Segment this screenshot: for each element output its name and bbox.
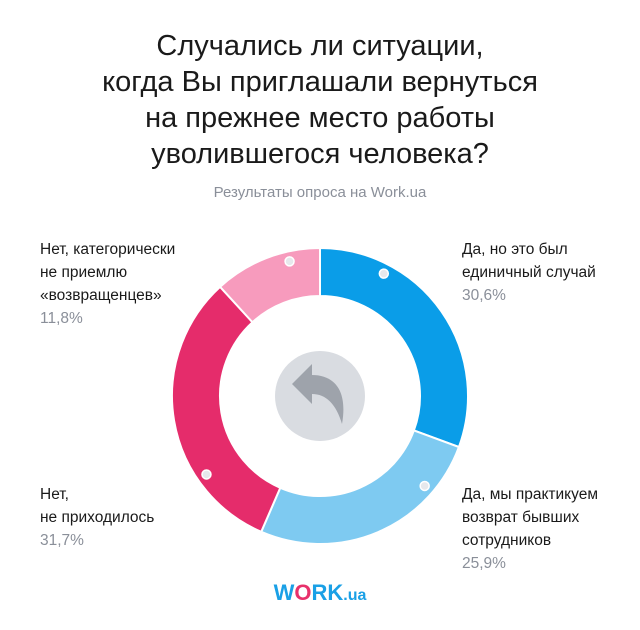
label-slice-3: Нет, категорически не приемлю «возвращен…	[40, 238, 175, 330]
title-line: на прежнее место работы	[145, 102, 495, 134]
percent-label: 30,6%	[462, 287, 506, 304]
title-line: когда Вы приглашали вернуться	[102, 66, 538, 98]
label-line: «возвращенцев»	[40, 287, 162, 304]
slice-marker-dot	[419, 480, 430, 492]
undo-arrow-icon	[292, 364, 344, 424]
slice-marker-dot	[201, 469, 212, 480]
center-circle	[275, 351, 365, 441]
label-slice-0: Да, но это был единичный случай 30,6%	[462, 238, 596, 307]
logo-letter: O	[294, 580, 312, 605]
label-line: не приходилось	[40, 509, 155, 526]
donut-slice-3	[218, 246, 321, 324]
logo-letter: W	[273, 580, 295, 605]
label-line: Да, мы практикуем	[462, 486, 598, 503]
label-line: единичный случай	[462, 264, 596, 281]
label-line: возврат бывших	[462, 509, 580, 526]
percent-label: 11,8%	[40, 310, 83, 327]
label-line: не приемлю	[40, 264, 128, 281]
label-slice-1: Да, мы практикуем возврат бывших сотрудн…	[462, 483, 598, 575]
title-line: Случались ли ситуации,	[156, 30, 484, 62]
logo-letter: RK	[311, 580, 344, 605]
donut-slice-2	[171, 285, 282, 534]
label-line: Нет, категорически	[40, 241, 176, 258]
label-slice-2: Нет, не приходилось 31,7%	[40, 483, 154, 552]
chart-subtitle: Результаты опроса на Work.ua	[213, 184, 427, 201]
percent-label: 31,7%	[40, 532, 84, 549]
slice-marker-dot	[378, 268, 390, 279]
slice-marker-dot	[284, 256, 295, 267]
label-line: сотрудников	[462, 532, 552, 549]
label-line: Нет,	[40, 486, 69, 503]
title-line: уволившегося человека?	[151, 138, 489, 170]
donut-slice-0	[319, 246, 469, 449]
work-ua-logo: WORK.ua	[0, 580, 640, 606]
label-line: Да, но это был	[462, 241, 568, 258]
chart-title: Случались ли ситуации, когда Вы приглаша…	[0, 28, 640, 172]
logo-domain: .ua	[343, 587, 367, 604]
percent-label: 25,9%	[462, 555, 506, 572]
